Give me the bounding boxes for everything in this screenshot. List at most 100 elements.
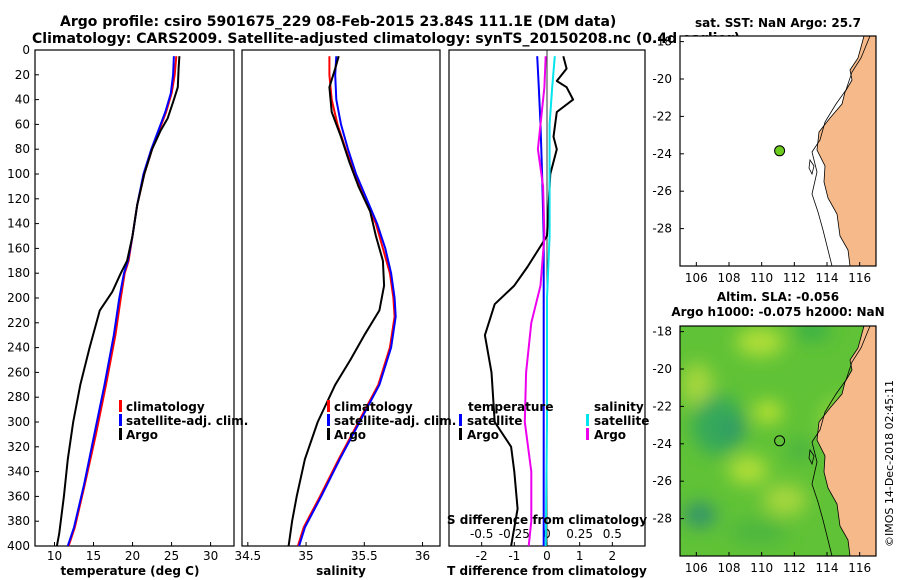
x-tick-label: 36 [415, 549, 430, 563]
sla-field [680, 326, 876, 556]
depth-tick-label: 20 [15, 68, 30, 82]
difference-legend: temperature satellite Argo salinity sate… [459, 400, 649, 442]
legend-label-t-satellite: satellite [467, 414, 522, 428]
x-tick-label: 30 [203, 549, 218, 563]
salinity-lines [287, 55, 397, 547]
map-x-tick-label: 114 [816, 561, 839, 575]
s-diff-tick-label: -0.5 [470, 527, 493, 541]
series-line-argo [287, 55, 386, 547]
x-tick-label: 1 [576, 549, 584, 563]
legend-swatch-t-argo [459, 428, 462, 440]
depth-tick-label: 120 [7, 192, 30, 206]
temperature-panel: 0 20 40 60 80 100 120 140 160 180 200 220 240 260 280 3… [7, 43, 248, 578]
x-tick-label: 2 [609, 549, 617, 563]
map-x-tick-label: 108 [718, 561, 741, 575]
salinity-difference-axis: -0.5 -0.25 0 0.25 0.5 [470, 50, 622, 546]
x-tick-label: 35.5 [351, 549, 378, 563]
difference-xlabel: T difference from climatology [447, 564, 647, 578]
legend-label-s-satellite: satellite [594, 414, 649, 428]
s-diff-tick-label: -0.25 [499, 527, 530, 541]
map-y-tick-label: -26 [652, 474, 672, 488]
legend-label-climatology: climatology [126, 400, 205, 414]
sla-map-subtitle: Argo h1000: -0.075 h2000: NaN [671, 305, 884, 319]
sla-map-axes: 106 108 110 112 114 116 -18 -20 -22 -24 -26 -28 [652, 325, 871, 575]
sst-map: sat. SST: NaN Argo: 25.7 106 108 110 112 114… [652, 16, 877, 285]
difference-panel: -2 -1 0 1 2 -0.5 -0.25 0 0.25 0.5 T difference f… [447, 49, 649, 578]
sla-island [808, 448, 815, 466]
x-tick-label: 35 [298, 549, 313, 563]
s-difference-label: S difference from climatology [447, 513, 647, 527]
sla-map-frame [679, 325, 877, 557]
depth-tick-label: 80 [15, 142, 30, 156]
map-x-tick-label: 110 [750, 561, 773, 575]
sst-isobath [811, 36, 871, 266]
map-x-tick-label: 116 [848, 561, 871, 575]
temperature-lines [55, 56, 181, 547]
salinity-legend: climatology satellite-adj. clim. Argo [327, 400, 456, 442]
legend-label-t-argo: Argo [467, 428, 499, 442]
legend-label-argo: Argo [126, 428, 158, 442]
depth-axis: 0 20 40 60 80 100 120 140 160 180 200 220 240 260 280 3… [7, 43, 39, 553]
temperature-xlabel: temperature (deg C) [61, 564, 200, 578]
series-line-satellite-adj-clim- [298, 56, 397, 547]
depth-tick-label: 380 [7, 514, 30, 528]
title-line-1: Argo profile: csiro 5901675_229 08-Feb-2… [60, 14, 616, 30]
depth-tick-label: 240 [7, 341, 30, 355]
legend-label-climatology: climatology [334, 400, 413, 414]
series-line-argo [55, 56, 181, 547]
sst-map-axes: 106 108 110 112 114 116 -18 -20 -22 -24 -26 -28 [652, 35, 871, 285]
legend-swatch-argo [327, 428, 330, 440]
series-line-t-argo [483, 55, 575, 547]
s-diff-tick-label: 0.25 [566, 527, 593, 541]
x-tick-label: -1 [508, 549, 520, 563]
map-x-tick-label: 116 [848, 271, 871, 285]
temperature-frame [34, 49, 235, 547]
map-y-tick-label: -24 [652, 437, 672, 451]
depth-tick-label: 220 [7, 316, 30, 330]
salinity-xlabel: salinity [316, 564, 366, 578]
map-x-tick-label: 106 [685, 561, 708, 575]
depth-tick-label: 360 [7, 489, 30, 503]
map-y-tick-label: -26 [652, 184, 672, 198]
map-y-tick-label: -18 [652, 35, 672, 49]
sst-island [808, 158, 815, 176]
sla-isobath [811, 326, 871, 556]
x-tick-label: 34.5 [234, 549, 261, 563]
depth-tick-label: 160 [7, 241, 30, 255]
x-tick-label: 0 [543, 549, 551, 563]
map-y-tick-label: -20 [652, 72, 672, 86]
series-line-climatology [296, 56, 396, 547]
depth-tick-label: 300 [7, 415, 30, 429]
sst-map-title: sat. SST: NaN Argo: 25.7 [695, 16, 861, 30]
legend-swatch-t-satellite [459, 414, 462, 426]
depth-tick-label: 260 [7, 365, 30, 379]
x-tick-label: -2 [476, 549, 488, 563]
map-y-tick-label: -18 [652, 325, 672, 339]
legend-title-salinity: salinity [594, 400, 644, 414]
sla-map-title: Altim. SLA: -0.056 [717, 290, 839, 304]
depth-tick-label: 60 [15, 117, 30, 131]
legend-label-satellite: satellite-adj. clim. [334, 414, 456, 428]
map-y-tick-label: -20 [652, 362, 672, 376]
legend-swatch-s-satellite [586, 414, 589, 426]
salinity-x-axis: 34.5 35 35.5 36 [234, 542, 430, 563]
title-line-2: Climatology: CARS2009. Satellite-adjuste… [32, 31, 740, 47]
x-tick-label: 25 [164, 549, 179, 563]
imos-watermark: ©IMOS 14-Dec-2018 02:45:11 [883, 380, 896, 547]
x-tick-label: 10 [47, 549, 62, 563]
s-diff-tick-label: 0.5 [603, 527, 622, 541]
map-y-tick-label: -24 [652, 147, 672, 161]
map-x-tick-label: 112 [783, 271, 806, 285]
legend-swatch-satellite [327, 414, 330, 426]
legend-label-argo: Argo [334, 428, 366, 442]
difference-lines [483, 55, 575, 547]
depth-tick-label: 200 [7, 291, 30, 305]
map-y-tick-label: -22 [652, 109, 672, 123]
legend-swatch-climatology [119, 400, 122, 412]
depth-tick-label: 0 [22, 43, 30, 57]
sst-map-content [808, 36, 876, 266]
sst-map-frame [679, 35, 877, 267]
temperature-legend: climatology satellite-adj. clim. Argo [119, 400, 248, 442]
sst-argo-marker [774, 145, 786, 157]
map-y-tick-label: -22 [652, 399, 672, 413]
